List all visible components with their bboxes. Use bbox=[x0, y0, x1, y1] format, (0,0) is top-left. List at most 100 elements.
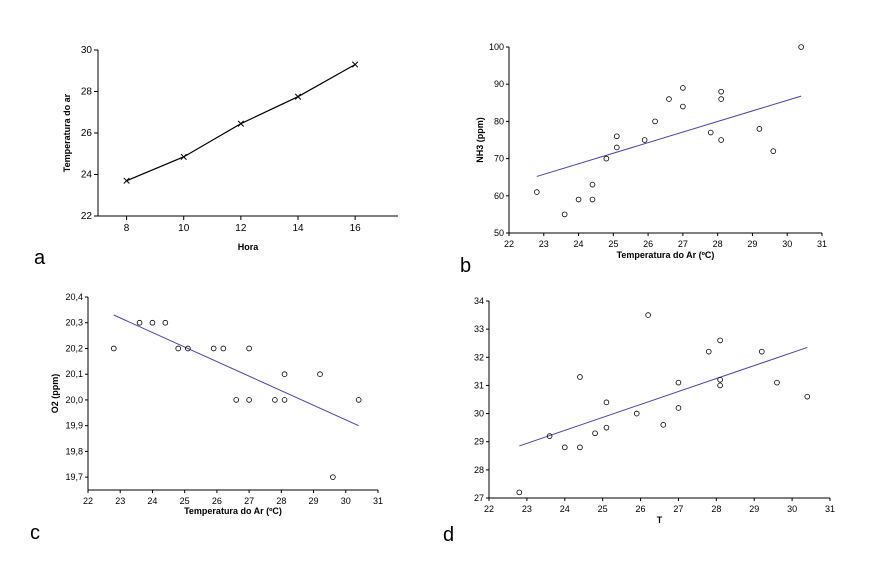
chart-b-data-point bbox=[641, 137, 648, 143]
chart-b-data-point bbox=[718, 88, 724, 95]
chart-a-y-tick-label: 28 bbox=[81, 87, 93, 98]
chart-c-x-tick-label: 29 bbox=[309, 496, 319, 506]
chart-d-x-tick-label: 31 bbox=[825, 504, 835, 514]
chart-b-data-point bbox=[680, 85, 686, 91]
chart-a-marker-stroke bbox=[123, 177, 130, 184]
chart-b-x-tick-label: 23 bbox=[539, 239, 549, 249]
chart-b-data-point bbox=[603, 155, 610, 162]
panel-label-c: c bbox=[30, 522, 40, 544]
chart-d-t-scatter: 22 23 24 25 26 27 28 29 30 31 27 28 29 30 31 32 33 34 T bbox=[474, 296, 835, 525]
chart-b-x-tick-label: 30 bbox=[782, 239, 792, 249]
chart-d-y-tick-label: 31 bbox=[474, 380, 484, 390]
chart-b-x-tick-label: 29 bbox=[747, 239, 757, 249]
chart-a-x-tick-label: 10 bbox=[178, 223, 190, 234]
chart-c-data-point bbox=[185, 345, 191, 352]
chart-c-y-axis-title: O2 (ppm) bbox=[50, 374, 60, 414]
chart-b-data-point bbox=[770, 148, 777, 154]
chart-c-data-point bbox=[162, 319, 169, 326]
chart-b-x-tick-label: 31 bbox=[817, 239, 827, 249]
chart-a-x-tick-label: 8 bbox=[124, 223, 130, 234]
chart-d-data-point bbox=[804, 393, 811, 400]
chart-c-x-tick-label: 22 bbox=[83, 496, 93, 506]
chart-d-x-tick-label: 25 bbox=[598, 504, 608, 514]
chart-c-y-tick-label: 19,7 bbox=[65, 472, 83, 482]
chart-d-y-tick-label: 33 bbox=[474, 324, 484, 334]
chart-a-data-point-x-marker bbox=[237, 120, 245, 127]
chart-a-temperature-vs-hour: 8 10 12 14 16 22 24 26 28 30 Hora Temperatura do ar bbox=[62, 45, 398, 252]
chart-c-data-point bbox=[233, 397, 240, 403]
chart-b-data-point bbox=[589, 181, 596, 188]
chart-a-data-point-x-marker bbox=[180, 153, 187, 161]
chart-c-y-tick-label: 20,0 bbox=[65, 395, 83, 405]
chart-d-data-point bbox=[546, 433, 553, 439]
chart-b-y-axis-title: NH3 (ppm) bbox=[475, 117, 485, 163]
chart-c-y-tick-label: 20,4 bbox=[65, 292, 83, 302]
chart-c-data-point bbox=[210, 345, 217, 352]
chart-b-data-point bbox=[614, 144, 620, 151]
chart-c-x-tick-label: 30 bbox=[341, 496, 351, 506]
chart-c-data-point bbox=[355, 397, 362, 403]
panel-label-d: d bbox=[443, 524, 455, 546]
chart-b-y-tick-label: 70 bbox=[494, 154, 504, 164]
chart-d-data-point bbox=[660, 422, 667, 428]
chart-d-data-point bbox=[774, 379, 780, 386]
chart-c-x-tick-label: 23 bbox=[115, 496, 125, 506]
chart-c-x-axis-title: Temperatura do Ar (ºC) bbox=[184, 506, 282, 516]
chart-b-data-point bbox=[575, 196, 582, 203]
chart-b-x-tick-label: 27 bbox=[678, 239, 688, 249]
chart-c-x-tick-label: 24 bbox=[147, 496, 157, 506]
chart-b-data-point bbox=[718, 96, 724, 102]
panel-label-b: b bbox=[460, 255, 472, 277]
chart-c-x-tick-label: 26 bbox=[212, 496, 222, 506]
chart-b-x-tick-label: 25 bbox=[608, 239, 618, 249]
chart-d-data-point bbox=[645, 312, 651, 318]
chart-d-y-tick-label: 30 bbox=[474, 409, 484, 419]
chart-c-data-point bbox=[246, 345, 252, 352]
chart-b-x-tick-label: 26 bbox=[643, 239, 653, 249]
chart-c-data-point bbox=[281, 371, 288, 378]
chart-a-x-tick-label: 16 bbox=[350, 223, 362, 234]
chart-d-x-tick-label: 22 bbox=[484, 504, 494, 514]
chart-b-data-point bbox=[707, 129, 714, 136]
chart-c-data-point bbox=[317, 371, 323, 378]
chart-c-data-point bbox=[330, 474, 336, 480]
chart-b-y-tick-label: 60 bbox=[494, 191, 504, 201]
chart-c-data-point bbox=[110, 345, 117, 352]
chart-a-y-axis-title: Temperatura do ar bbox=[62, 93, 72, 172]
chart-c-data-point bbox=[136, 319, 143, 326]
chart-c-y-tick-label: 20,3 bbox=[65, 318, 83, 328]
chart-a-marker-stroke bbox=[294, 93, 302, 100]
chart-b-x-tick-label: 22 bbox=[504, 239, 514, 249]
chart-d-data-point bbox=[603, 424, 610, 431]
chart-c-regression-line bbox=[113, 314, 359, 427]
chart-d-x-tick-label: 30 bbox=[787, 504, 797, 514]
chart-d-data-point bbox=[603, 399, 610, 406]
chart-d-data-point bbox=[705, 348, 712, 355]
chart-a-data-point-x-marker bbox=[351, 61, 359, 68]
chart-d-y-tick-label: 29 bbox=[474, 437, 484, 447]
chart-c-data-point bbox=[281, 397, 288, 403]
chart-a-x-tick-label: 14 bbox=[292, 223, 304, 234]
chart-d-data-point bbox=[577, 374, 583, 380]
chart-d-data-point bbox=[717, 376, 723, 383]
chart-b-x-tick-label: 24 bbox=[574, 239, 584, 249]
chart-d-data-point bbox=[633, 410, 640, 417]
chart-d-regression-line bbox=[519, 346, 808, 447]
panel-label-a: a bbox=[34, 247, 46, 269]
chart-d-x-tick-label: 24 bbox=[560, 504, 570, 514]
chart-d-data-point bbox=[577, 444, 583, 451]
chart-b-x-axis-title: Temperatura do Ar (ºC) bbox=[617, 250, 715, 260]
chart-c-o2-vs-temperature: 22 23 24 25 26 27 28 29 30 31 19,7 19,8 19,9 20,0 20,1… bbox=[50, 292, 383, 516]
chart-c-x-tick-label: 27 bbox=[244, 496, 254, 506]
chart-a-data-point-x-marker bbox=[123, 177, 130, 184]
chart-a-y-tick-label: 26 bbox=[81, 128, 93, 139]
chart-c-y-tick-label: 19,9 bbox=[65, 421, 83, 431]
chart-d-x-tick-label: 23 bbox=[522, 504, 532, 514]
chart-b-data-point bbox=[589, 196, 596, 203]
chart-b-y-tick-label: 80 bbox=[494, 116, 504, 126]
chart-b-data-point bbox=[680, 103, 686, 110]
chart-b-nh3-vs-temperature: 22 23 24 25 26 27 28 29 30 31 50 60 70 80 90 100 Tempera… bbox=[475, 42, 827, 260]
chart-d-x-axis-title: T bbox=[657, 515, 663, 525]
chart-a-marker-stroke bbox=[237, 120, 245, 127]
chart-b-data-point bbox=[534, 189, 540, 195]
